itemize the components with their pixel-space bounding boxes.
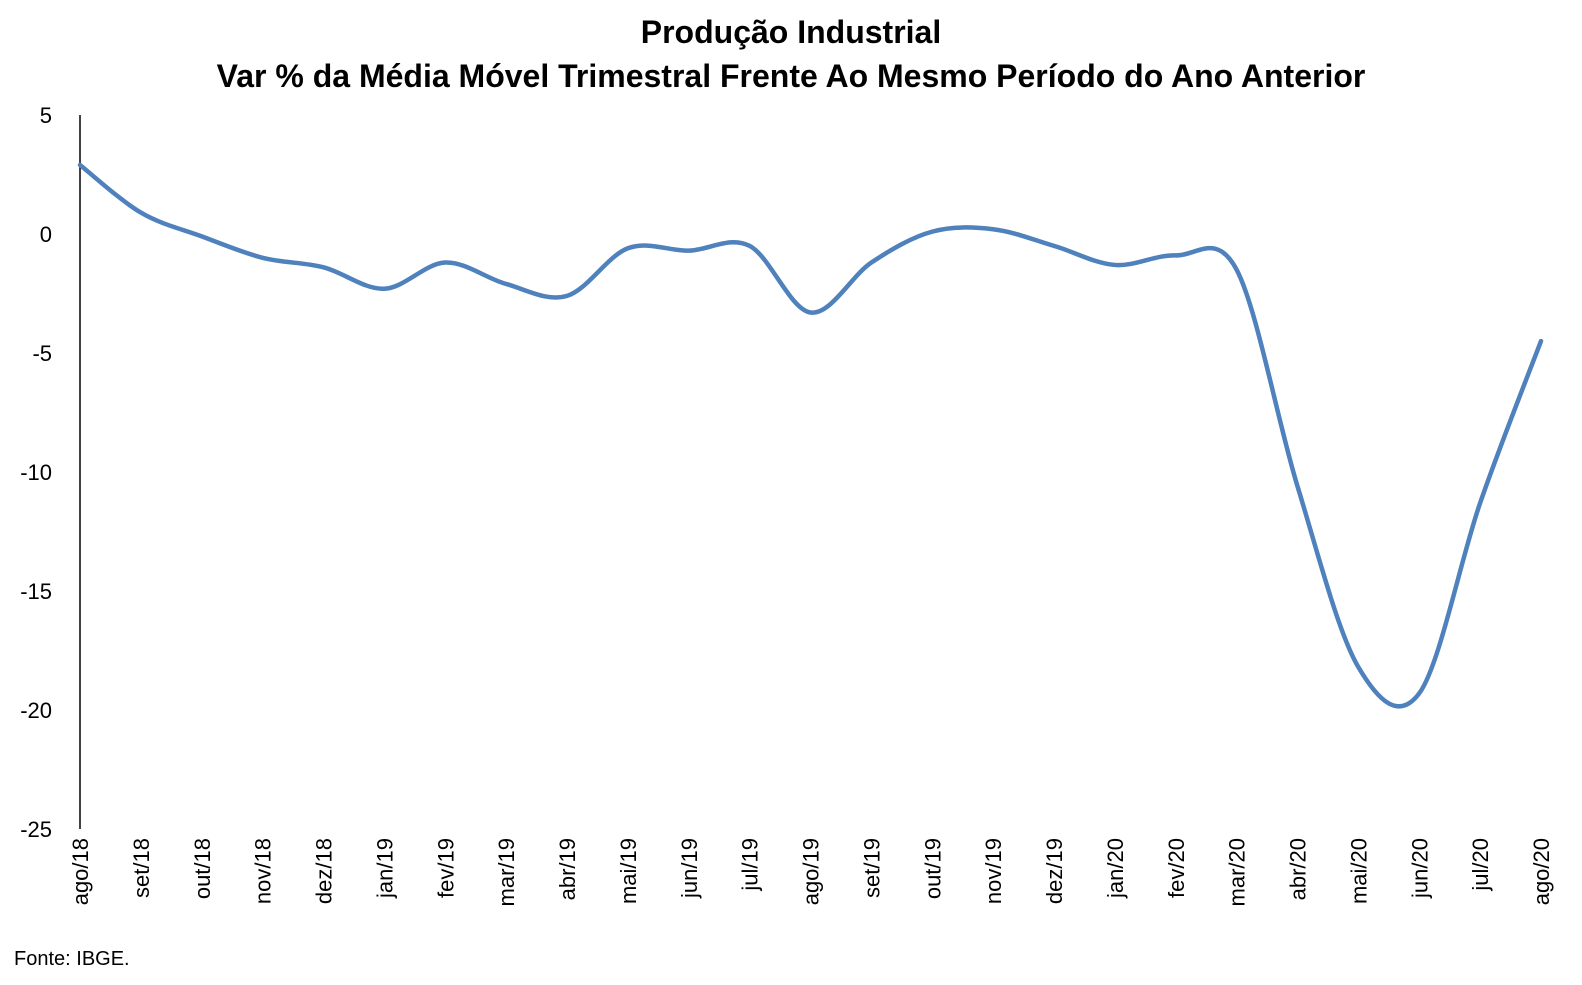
- y-tick-label: -20: [20, 698, 52, 723]
- x-tick-label: jun/20: [1407, 838, 1432, 899]
- x-tick-label: jun/19: [677, 838, 702, 899]
- x-tick-label: set/19: [859, 838, 884, 898]
- x-tick-label: dez/19: [1042, 838, 1067, 904]
- y-tick-label: -5: [32, 341, 52, 366]
- x-tick-label: ago/20: [1529, 838, 1554, 905]
- source-note: Fonte: IBGE.: [14, 948, 130, 970]
- y-tick-label: -25: [20, 817, 52, 842]
- x-tick-label: dez/18: [312, 838, 337, 904]
- chart-subtitle: Var % da Média Móvel Trimestral Frente A…: [216, 58, 1366, 94]
- x-tick-label: jan/19: [372, 838, 397, 899]
- x-tick-label: mar/20: [1225, 838, 1250, 906]
- x-tick-label: mai/20: [1346, 838, 1371, 904]
- x-tick-label: nov/18: [251, 838, 276, 904]
- y-tick-label: 0: [40, 222, 52, 247]
- series-line: [77, 162, 1544, 709]
- x-tick-label: nov/19: [981, 838, 1006, 904]
- x-tick-label: abr/19: [555, 838, 580, 900]
- x-tick-label: jul/19: [738, 838, 763, 892]
- x-tick-label: fev/19: [433, 838, 458, 898]
- x-tick-label: out/19: [920, 838, 945, 899]
- x-tick-label: jan/20: [1103, 838, 1128, 899]
- y-tick-label: -15: [20, 579, 52, 604]
- x-tick-label: fev/20: [1164, 838, 1189, 898]
- x-tick-label: out/18: [190, 838, 215, 899]
- x-tick-label: set/18: [129, 838, 154, 898]
- y-tick-labels: 5 0 -5 -10 -15 -20 -25: [20, 103, 52, 842]
- x-tick-label: mar/19: [494, 838, 519, 906]
- y-tick-label: 5: [40, 103, 52, 128]
- x-tick-label: ago/19: [799, 838, 824, 905]
- chart-title: Produção Industrial: [640, 14, 942, 50]
- x-tick-label: mai/19: [616, 838, 641, 904]
- x-tick-label: abr/20: [1286, 838, 1311, 900]
- x-tick-label: ago/18: [68, 838, 93, 905]
- x-tick-labels: ago/18 set/18 out/18 nov/18 dez/18 jan/19 fev/…: [68, 838, 1554, 906]
- y-tick-label: -10: [20, 460, 52, 485]
- x-tick-label: jul/20: [1468, 838, 1493, 892]
- chart-title-block: Produção Industrial Var % da Média Móvel…: [0, 10, 1582, 98]
